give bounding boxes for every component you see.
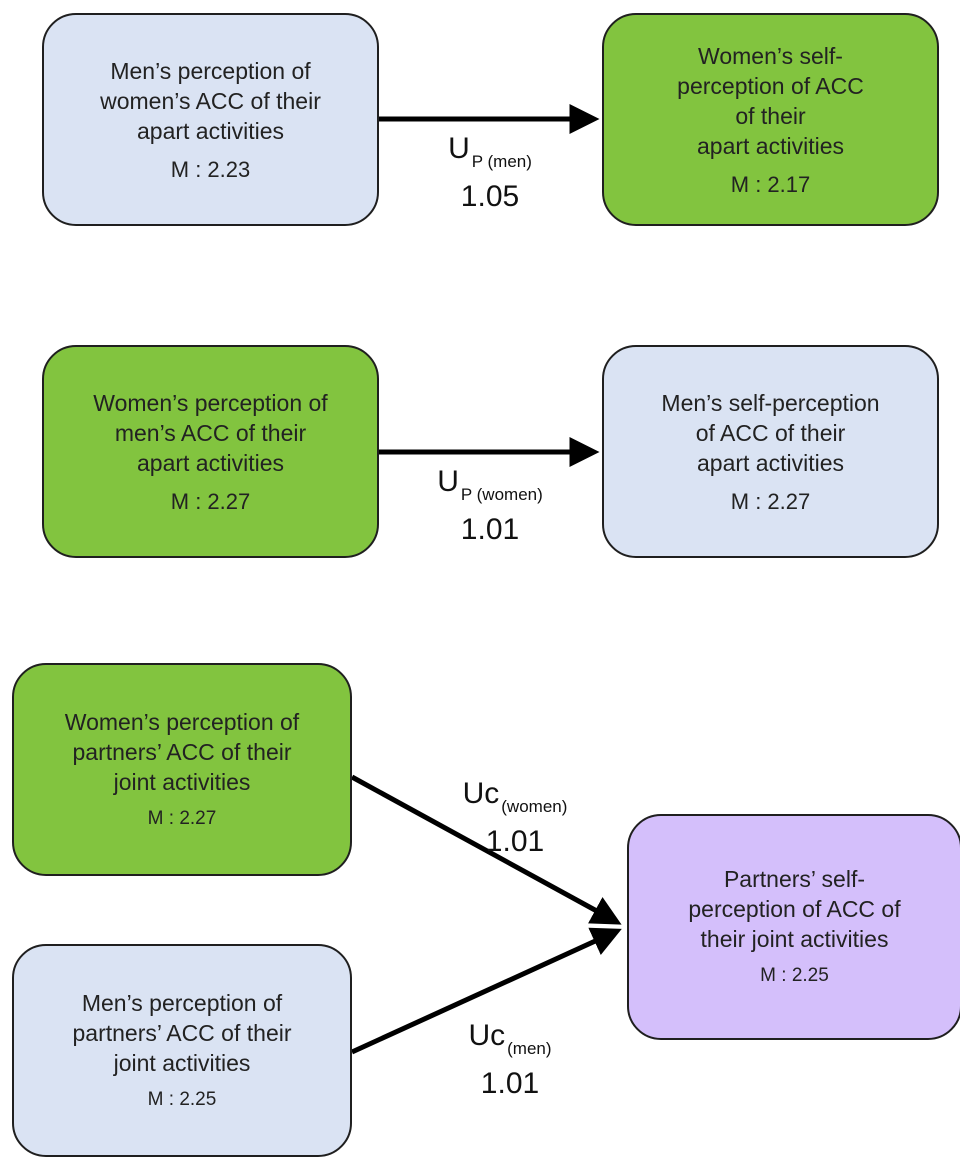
arrow-uc-men xyxy=(350,927,622,1055)
box-men-perception-women-apart: Men’s perception of women’s ACC of their… xyxy=(42,13,379,226)
box-mean-value: M : 2.27 xyxy=(147,807,217,829)
box-text-line: Women’s perception of xyxy=(93,389,328,416)
box-mean-value: M : 2.17 xyxy=(730,171,811,197)
box-text-line: Women’s perception of xyxy=(64,708,300,735)
edge-symbol: Uc xyxy=(462,777,500,810)
box-mean-value: M : 2.25 xyxy=(760,965,829,986)
box-partners-self-perception-joint: Partners’ self- perception of ACC of the… xyxy=(627,814,960,1040)
box-women-self-perception-apart: Women’s self- perception of ACC of their… xyxy=(602,13,939,226)
box-text-line: joint activities xyxy=(113,768,251,795)
box-text-line: Partners’ self- xyxy=(723,866,865,892)
edge-value: 1.01 xyxy=(460,513,520,546)
box-text-line: apart activities xyxy=(696,132,844,159)
edge-subscript: P (women) xyxy=(460,485,543,504)
box-text-line: men’s ACC of their xyxy=(114,419,307,446)
box-text-line: partners’ ACC of their xyxy=(72,738,292,765)
box-text-line: apart activities xyxy=(696,449,844,476)
box-women-perception-men-apart: Women’s perception of men’s ACC of their… xyxy=(42,345,379,558)
edge-subscript: P (men) xyxy=(471,152,532,171)
box-mean-value: M : 2.23 xyxy=(170,156,251,182)
box-mean-value: M : 2.25 xyxy=(147,1088,217,1110)
edge-subscript: (women) xyxy=(501,797,568,816)
edge-value: 1.01 xyxy=(480,1067,540,1100)
edge-subscript: (men) xyxy=(507,1039,552,1058)
arrow-uc-women xyxy=(350,774,622,925)
box-text-line: of their xyxy=(735,102,806,129)
edge-symbol: Uc xyxy=(468,1019,506,1052)
edge-value: 1.01 xyxy=(485,825,545,858)
box-text-line: women’s ACC of their xyxy=(100,87,321,114)
box-text-line: joint activities xyxy=(113,1049,251,1076)
box-text-line: apart activities xyxy=(136,449,284,476)
box-text-line: perception of ACC xyxy=(677,72,864,99)
box-men-perception-partners-joint: Men’s perception of partners’ ACC of the… xyxy=(12,944,352,1157)
box-men-self-perception-apart: Men’s self-perception of ACC of their ap… xyxy=(602,345,939,558)
edge-label-uc-men: Uc (men) 1.01 xyxy=(425,1019,595,1102)
box-text-line: of ACC of their xyxy=(695,419,846,446)
box-text-line: Men’s perception of xyxy=(110,57,311,84)
edge-value: 1.05 xyxy=(460,180,520,213)
box-text-line: Men’s perception of xyxy=(81,989,283,1016)
box-mean-value: M : 2.27 xyxy=(170,488,251,514)
box-text-line: partners’ ACC of their xyxy=(72,1019,292,1046)
box-text-line: their joint activities xyxy=(700,926,889,952)
box-mean-value: M : 2.27 xyxy=(730,488,811,514)
box-women-perception-partners-joint: Women’s perception of partners’ ACC of t… xyxy=(12,663,352,876)
edge-symbol: U xyxy=(437,465,459,498)
box-text-line: Men’s self-perception xyxy=(661,389,880,416)
edge-label-uc-women: Uc (women) 1.01 xyxy=(425,777,605,860)
box-text-line: perception of ACC of xyxy=(688,896,901,922)
box-text-line: Women’s self- xyxy=(698,42,843,69)
box-text-line: apart activities xyxy=(136,117,284,144)
edge-symbol: U xyxy=(448,132,470,165)
